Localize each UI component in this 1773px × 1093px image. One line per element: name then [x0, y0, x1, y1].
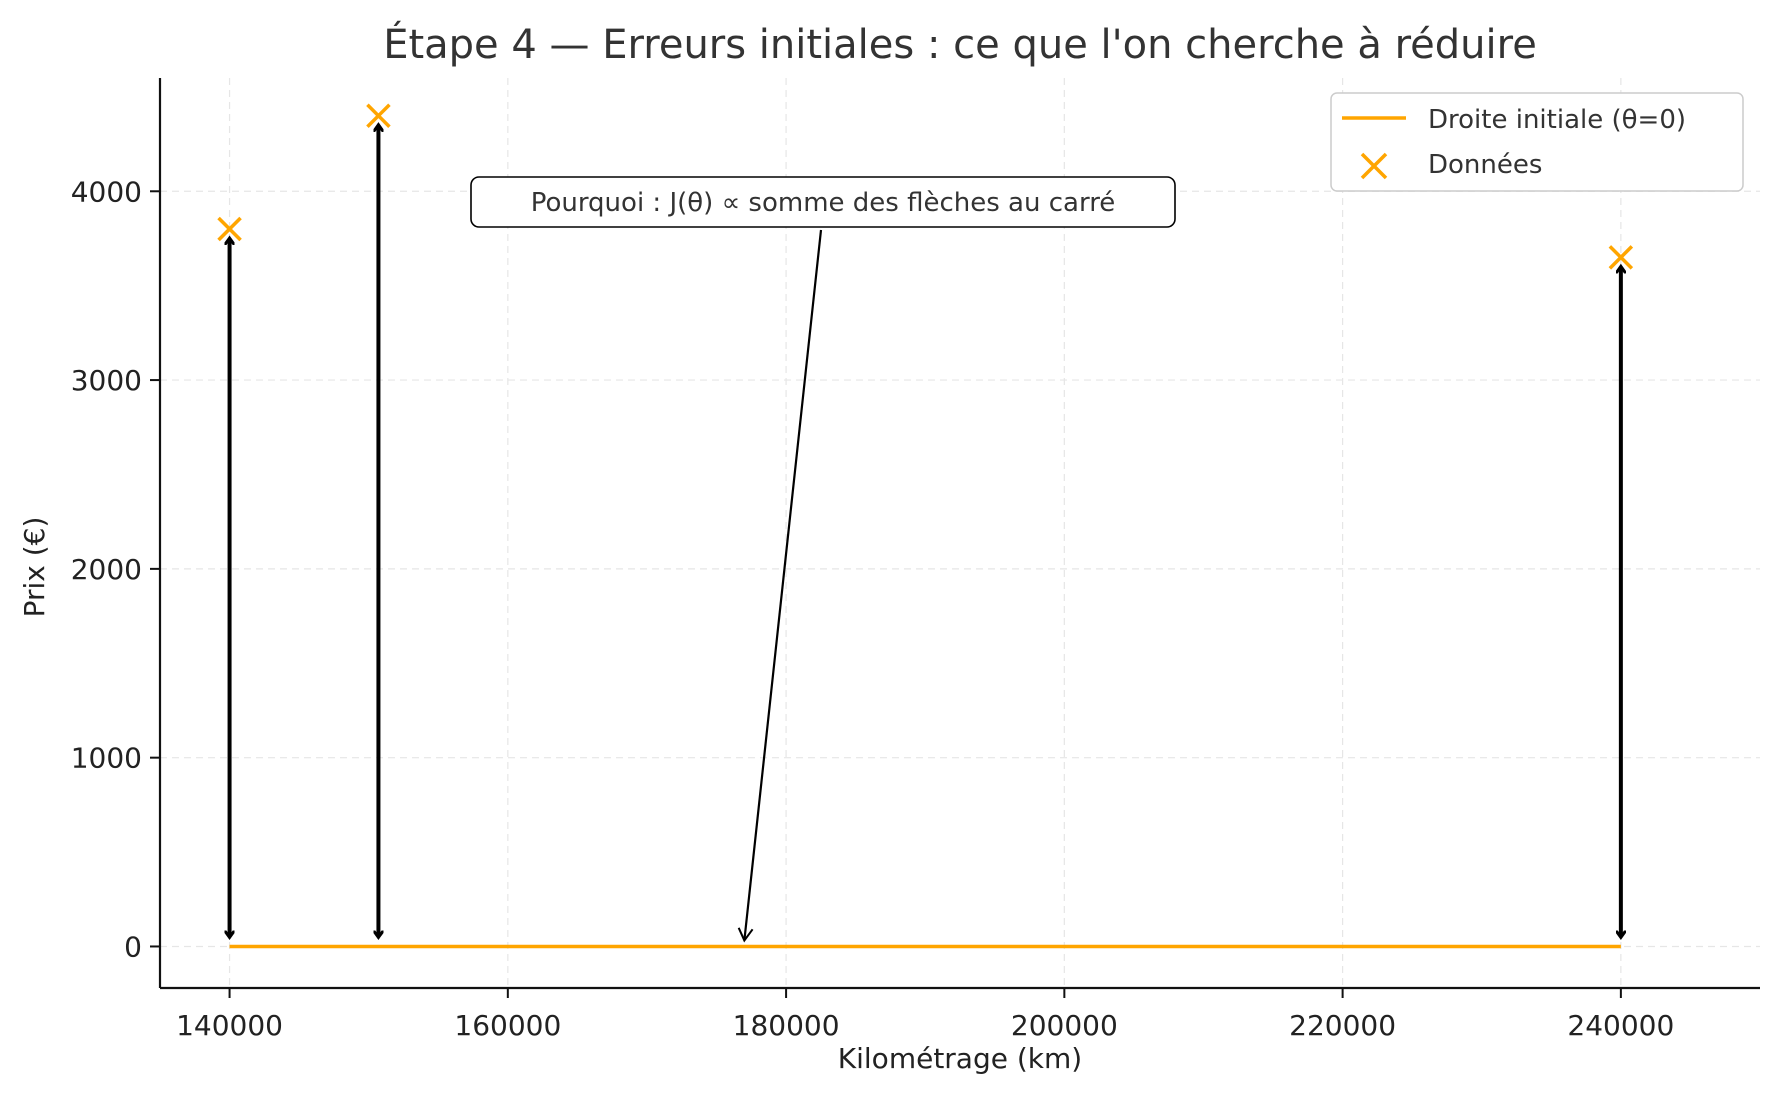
legend-marker-swatch — [1360, 152, 1388, 180]
annotation-arrow — [737, 229, 823, 943]
data-point — [217, 216, 242, 242]
x-tick-label: 200000 — [1011, 1009, 1118, 1042]
x-tick-label: 160000 — [454, 1009, 561, 1042]
data-point-stroke — [366, 103, 391, 128]
x-tick-label: 180000 — [733, 1009, 840, 1042]
x-tick-label: 240000 — [1567, 1009, 1674, 1042]
legend-box — [1330, 92, 1744, 192]
data-point-stroke — [1608, 245, 1634, 270]
y-tick-label: 2000 — [71, 553, 142, 586]
y-tick-label: 4000 — [71, 175, 142, 208]
legend: Droite initiale (θ=0) Données — [1330, 92, 1744, 192]
ticks: 140000 160000 180000 200000 220000 240000 0 100… — [71, 175, 1675, 1042]
x-axis-label: Kilométrage (km) — [838, 1042, 1082, 1075]
annotation-text: Pourquoi : J(θ) ∝ somme des flèches au c… — [531, 188, 1116, 218]
annotation: Pourquoi : J(θ) ∝ somme des flèches au c… — [470, 176, 1176, 943]
legend-entry-data: Données — [1428, 150, 1542, 180]
x-tick-label: 140000 — [176, 1009, 283, 1042]
data-point-stroke — [217, 216, 242, 242]
data-point — [1608, 245, 1634, 270]
annotation-box — [470, 176, 1176, 228]
y-tick-label: 1000 — [71, 742, 142, 775]
legend-entry-line: Droite initiale (θ=0) — [1428, 105, 1686, 135]
y-tick-label: 0 — [124, 930, 142, 963]
y-tick-label: 3000 — [71, 364, 142, 397]
series-layer — [217, 103, 1634, 949]
data-point — [366, 103, 391, 128]
x-tick-label: 220000 — [1289, 1009, 1396, 1042]
error-arrows — [230, 126, 1621, 937]
axes — [158, 78, 1760, 990]
chart-title: Étape 4 — Erreurs initiales : ce que l'o… — [383, 20, 1537, 68]
y-axis-label: Prix (€) — [18, 517, 51, 618]
